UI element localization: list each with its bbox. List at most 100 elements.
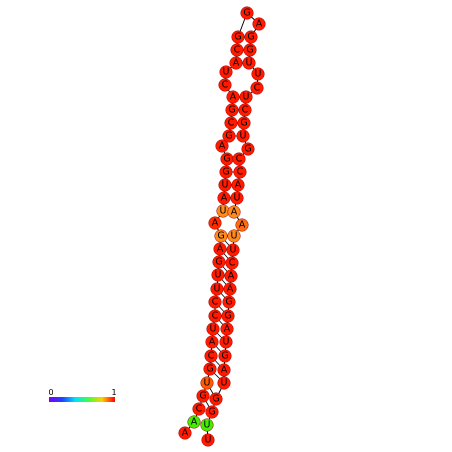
nucleotide-label: C [236, 154, 243, 165]
nucleotide [187, 415, 201, 429]
nucleotide [217, 376, 231, 390]
nucleotide-label: A [239, 220, 246, 231]
nucleotide-label: A [224, 324, 231, 335]
nucleotide-label: G [221, 351, 228, 362]
nucleotide [229, 56, 243, 70]
nucleotide-label: G [234, 32, 241, 43]
nucleotide [235, 218, 249, 232]
nucleotide [209, 392, 223, 406]
nucleotide-label: U [230, 245, 237, 256]
nucleotide-label: U [205, 435, 212, 446]
nucleotide [220, 322, 234, 336]
nucleotide-label: A [221, 365, 228, 376]
nucleotide-label: C [222, 80, 229, 91]
nucleotide [214, 229, 228, 243]
nucleotide-label: C [196, 404, 203, 415]
nucleotide-label: G [225, 131, 232, 142]
nucleotide-label: C [228, 118, 235, 129]
nucleotide-label: G [206, 364, 213, 375]
nucleotide [200, 376, 214, 390]
nucleotide [222, 129, 236, 143]
nucleotide [210, 282, 224, 296]
nucleotide [203, 362, 217, 376]
nucleotide [217, 363, 231, 377]
nucleotide-label: A [182, 428, 189, 439]
nucleotide-label: A [230, 92, 237, 103]
nucleotide [226, 90, 240, 104]
nucleotide-label: C [208, 351, 215, 362]
nucleotide [219, 335, 233, 349]
nucleotide [227, 229, 241, 243]
nucleotide [205, 405, 219, 419]
nucleotide [232, 152, 246, 166]
nucleotide-label: U [204, 378, 211, 389]
colorbar-min-label: 0 [48, 388, 53, 397]
nucleotide-label: G [228, 105, 235, 116]
nucleotide-label: G [212, 394, 219, 405]
nucleotide-label: U [223, 67, 230, 78]
nucleotide [224, 269, 238, 283]
nucleotide [217, 191, 231, 205]
nucleotide [218, 178, 232, 192]
nucleotide-label: G [217, 231, 224, 242]
nucleotide-label: U [240, 131, 247, 142]
nucleotide-label: U [210, 324, 217, 335]
nucleotide [224, 116, 238, 130]
nucleotide [222, 295, 236, 309]
nucleotide [221, 309, 235, 323]
nucleotide-label: U [243, 92, 250, 103]
nucleotide [236, 129, 250, 143]
colorbar [49, 397, 115, 402]
nucleotide [212, 255, 226, 269]
nucleotide-label: C [234, 45, 241, 56]
nucleotide [240, 6, 254, 20]
nucleotide-label: G [240, 118, 247, 129]
nucleotide [226, 243, 240, 257]
nucleotide [201, 433, 215, 447]
nucleotide [230, 191, 244, 205]
nucleotide-label: A [235, 180, 242, 191]
nucleotide-label: U [221, 378, 228, 389]
nucleotide [250, 81, 264, 95]
nucleotide [243, 43, 257, 57]
nucleotide [231, 178, 245, 192]
nucleotide-label: A [219, 141, 226, 152]
nucleotide-label: C [212, 297, 219, 308]
nucleotide [219, 165, 233, 179]
nucleotide-label: A [209, 337, 216, 348]
nucleotide-label: G [246, 45, 253, 56]
nucleotide [192, 402, 206, 416]
nucleotide [237, 116, 251, 130]
nucleotide [231, 30, 245, 44]
nucleotide-label: C [242, 105, 249, 116]
nucleotide-label: G [247, 32, 254, 43]
nucleotide-label: A [217, 244, 224, 255]
nucleotide [244, 30, 258, 44]
nucleotide-label: G [208, 407, 215, 418]
nucleotide [178, 426, 192, 440]
nucleotide [251, 67, 265, 81]
nucleotide-label: C [237, 167, 244, 178]
nucleotide-label: U [204, 420, 211, 431]
nucleotide-label: A [256, 19, 263, 30]
nucleotide [238, 103, 252, 117]
nucleotide [225, 256, 239, 270]
nucleotide-label: C [212, 311, 219, 322]
nucleotide-label: G [243, 8, 250, 19]
nucleotide [213, 242, 227, 256]
nucleotide [208, 295, 222, 309]
nucleotide [211, 268, 225, 282]
nucleotide [200, 418, 214, 432]
nucleotide [227, 205, 241, 219]
nucleotide [204, 349, 218, 363]
nucleotide [208, 309, 222, 323]
nucleotide-label: G [199, 391, 206, 402]
nucleotide [196, 389, 210, 403]
nucleotide [218, 78, 232, 92]
nucleotide [223, 282, 237, 296]
nucleotide-label: G [215, 257, 222, 268]
nucleotide [208, 216, 222, 230]
nucleotide-label: U [255, 69, 262, 80]
nucleotide [242, 56, 256, 70]
